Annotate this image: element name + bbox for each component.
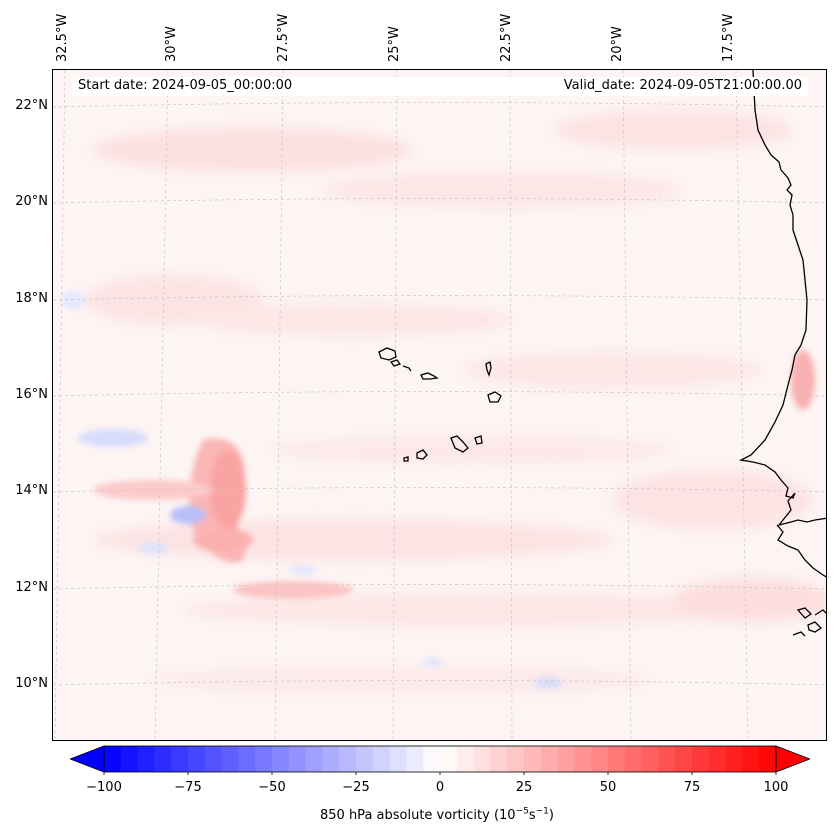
lon-label: 20°W bbox=[610, 26, 625, 62]
colorbar-cell bbox=[608, 746, 626, 772]
colorbar-cell bbox=[272, 746, 290, 772]
colorbar-cell bbox=[557, 746, 575, 772]
colorbar-cell bbox=[120, 746, 139, 772]
colorbar-cell bbox=[372, 746, 391, 772]
colorbar-cell bbox=[389, 746, 407, 772]
negative-vorticity-patches bbox=[61, 290, 562, 689]
start-date-label: Start date: 2024-09-05_00:00:00 bbox=[78, 78, 293, 93]
colorbar-cell bbox=[322, 746, 340, 772]
colorbar-cell bbox=[574, 746, 592, 772]
lon-label: 22.5°W bbox=[499, 13, 514, 62]
graticule bbox=[53, 70, 826, 740]
lon-label: 30°W bbox=[164, 26, 179, 62]
lat-label: 14°N bbox=[15, 483, 48, 498]
map-panel[interactable] bbox=[52, 69, 827, 741]
colorbar-cell bbox=[725, 746, 743, 772]
colorbar-cell bbox=[624, 746, 643, 772]
colorbar-cell bbox=[305, 746, 323, 772]
colorbar-tick-label: −75 bbox=[174, 780, 202, 795]
lat-label: 22°N bbox=[15, 98, 48, 113]
colorbar-cell bbox=[540, 746, 559, 772]
colorbar-cell bbox=[708, 746, 727, 772]
positive-vorticity-core bbox=[93, 350, 815, 599]
colorbar-cell bbox=[675, 746, 693, 772]
colorbar-extend-max bbox=[775, 745, 810, 773]
colorbar-cell bbox=[440, 746, 458, 772]
colorbar-cell bbox=[104, 746, 122, 772]
colorbar-cell bbox=[171, 746, 189, 772]
colorbar-cell bbox=[490, 746, 508, 772]
lat-label: 12°N bbox=[15, 580, 48, 595]
colorbar-tick-label: 25 bbox=[515, 780, 533, 795]
colorbar-cell bbox=[406, 746, 424, 772]
colorbar-cells bbox=[104, 746, 777, 772]
colorbar-label: 850 hPa absolute vorticity (10−5s−1) bbox=[320, 807, 554, 824]
colorbar-tick-label: 75 bbox=[683, 780, 701, 795]
lon-label: 17.5°W bbox=[721, 13, 736, 62]
colorbar-cell bbox=[473, 746, 491, 772]
african-coastline bbox=[738, 70, 826, 637]
lat-label: 10°N bbox=[15, 676, 48, 691]
colorbar-cell bbox=[154, 746, 172, 772]
field-background bbox=[53, 70, 826, 740]
colorbar-cell bbox=[591, 746, 609, 772]
colorbar-cell bbox=[255, 746, 273, 772]
colorbar-tick-label: 50 bbox=[599, 780, 617, 795]
colorbar-extend-min bbox=[70, 745, 105, 773]
colorbar-tick-label: 0 bbox=[435, 780, 445, 795]
colorbar-cell bbox=[188, 746, 206, 772]
colorbar-cell bbox=[742, 746, 760, 772]
colorbar-tick-label: −100 bbox=[86, 780, 122, 795]
lon-label: 32.5°W bbox=[55, 13, 70, 62]
colorbar-cell bbox=[423, 746, 441, 772]
colorbar-cell bbox=[759, 746, 777, 772]
colorbar-tick-label: −25 bbox=[342, 780, 370, 795]
colorbar bbox=[70, 745, 810, 775]
lon-label: 25°W bbox=[387, 26, 402, 62]
colorbar-cell bbox=[339, 746, 357, 772]
colorbar-cell bbox=[238, 746, 256, 772]
colorbar-tick-label: 100 bbox=[763, 780, 789, 795]
vorticity-field bbox=[53, 70, 826, 740]
colorbar-cell bbox=[456, 746, 475, 772]
valid-date-label: Valid_date: 2024-09-05T21:00:00.00 bbox=[563, 78, 802, 93]
colorbar-cell bbox=[356, 746, 374, 772]
lat-label: 20°N bbox=[15, 194, 48, 209]
colorbar-cell bbox=[641, 746, 659, 772]
colorbar-cell bbox=[507, 746, 525, 772]
cape-verde-islands bbox=[378, 347, 502, 462]
colorbar-cell bbox=[221, 746, 239, 772]
colorbar-ticks bbox=[103, 772, 777, 775]
colorbar-cell bbox=[658, 746, 676, 772]
colorbar-cell bbox=[524, 746, 542, 772]
colorbar-tick-label: −50 bbox=[258, 780, 286, 795]
colorbar-cell bbox=[204, 746, 223, 772]
date-info-bar: Start date: 2024-09-05_00:00:00 Valid_da… bbox=[72, 77, 808, 96]
colorbar-cell bbox=[692, 746, 710, 772]
colorbar-cell bbox=[137, 746, 155, 772]
lon-label: 27.5°W bbox=[276, 13, 291, 62]
colorbar-cell bbox=[288, 746, 307, 772]
lat-label: 18°N bbox=[15, 291, 48, 306]
lat-label: 16°N bbox=[15, 387, 48, 402]
